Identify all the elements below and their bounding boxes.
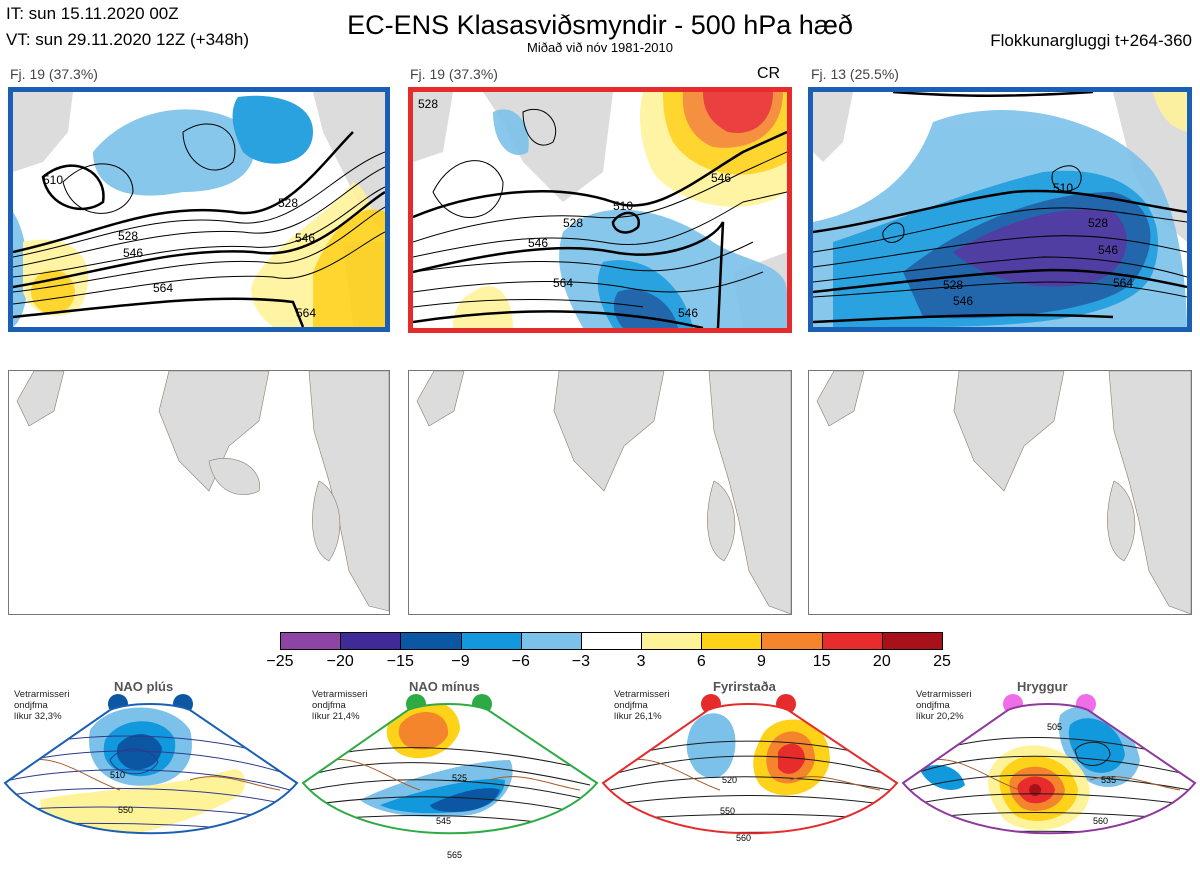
colorbar-tick: −25	[266, 653, 294, 670]
colorbar-swatch	[881, 632, 943, 650]
panel-2-tag: CR	[757, 65, 781, 82]
contour-label: 546	[528, 236, 548, 250]
contour-label: 564	[153, 281, 173, 295]
note-line: ondjfma	[14, 700, 48, 711]
note-line: ondjfma	[614, 700, 648, 711]
regime-contour: 525	[452, 773, 467, 783]
colorbar-swatch	[641, 632, 703, 650]
regime-title-nao-minus: NAO mínus	[409, 679, 480, 694]
cluster-map-1[interactable]: 510 528 546 564 528 546 564	[8, 87, 390, 332]
colorbar-tick: 25	[933, 653, 951, 670]
colorbar-swatch	[821, 632, 883, 650]
note-line: Vetrarmisseri	[312, 689, 368, 700]
contour-label: 528	[563, 216, 583, 230]
contour-label: 564	[296, 306, 316, 320]
colorbar-swatch	[520, 632, 582, 650]
contour-label: 564	[553, 276, 573, 290]
regime-contour: 505	[1047, 722, 1062, 732]
regime-title-blocking: Fyrirstaða	[713, 679, 776, 694]
contour-label: 510	[613, 199, 633, 213]
regime-contour: 560	[1093, 816, 1108, 826]
note-line: Vetrarmisseri	[916, 689, 972, 700]
colorbar-swatch	[460, 632, 522, 650]
regime-title-nao-plus: NAO plús	[114, 679, 174, 694]
colorbar-swatch	[580, 632, 643, 650]
colorbar-tick: −15	[386, 653, 414, 670]
colorbar-tick: −20	[326, 653, 354, 670]
colorbar-swatch	[701, 632, 763, 650]
regime-note-2: Vetrarmisseri ondjfma líkur 21,4%	[312, 689, 367, 722]
contour-label: 546	[1098, 243, 1118, 257]
note-line: Vetrarmisseri	[14, 689, 70, 700]
contour-label: 510	[43, 173, 63, 187]
contour-label: 546	[711, 171, 731, 185]
regime-note-1: Vetrarmisseri ondjfma líkur 32,3%	[14, 689, 69, 722]
colorbar-swatch	[761, 632, 823, 650]
regime-note-4: Vetrarmisseri ondjfma líkur 20,2%	[916, 689, 971, 722]
page-title: EC-ENS Klasasviðsmyndir - 500 hPa hæð	[347, 10, 853, 40]
note-line: ondjfma	[312, 700, 346, 711]
contour-label: 564	[1113, 276, 1133, 290]
colorbar-swatch	[280, 632, 342, 650]
contour-label: 528	[418, 97, 438, 111]
blank-map-3[interactable]	[808, 370, 1192, 615]
regime-contour: 535	[1101, 775, 1116, 785]
note-line: ondjfma	[916, 700, 950, 711]
panel-1-label: Fj. 19 (37.3%)	[10, 66, 98, 82]
blank-map-2[interactable]	[408, 370, 792, 615]
note-line: líkur 32,3%	[14, 711, 62, 722]
regime-contour: 565	[447, 850, 462, 860]
regime-contour: 550	[118, 805, 133, 815]
regime-contour: 545	[436, 816, 451, 826]
contour-label: 546	[953, 294, 973, 308]
colorbar-tick: −9	[451, 653, 470, 670]
contour-label: 528	[278, 196, 298, 210]
note-line: líkur 26,1%	[614, 711, 662, 722]
panel-3-label: Fj. 13 (25.5%)	[811, 66, 899, 82]
contour-label: 546	[295, 231, 315, 245]
blank-map-1[interactable]	[8, 370, 390, 615]
valid-time: VT: sun 29.11.2020 12Z (+348h)	[6, 30, 250, 49]
cluster-map-2[interactable]: 528 510 528 546 564 546 546	[408, 87, 792, 333]
cluster-map-3[interactable]: 510 528 546 564 546 528	[808, 87, 1192, 332]
colorbar-tick: 6	[696, 653, 706, 670]
note-line: Vetrarmisseri	[614, 689, 670, 700]
regime-title-ridge: Hryggur	[1017, 679, 1068, 694]
colorbar-swatch	[340, 632, 402, 650]
colorbar-tick: 15	[812, 653, 831, 670]
regime-contour: 510	[110, 770, 125, 780]
colorbar-tick: 20	[872, 653, 891, 670]
panel-2-label: Fj. 19 (37.3%)	[410, 66, 498, 82]
note-line: líkur 20,2%	[916, 711, 964, 722]
contour-label: 546	[123, 246, 143, 260]
regime-contour: 560	[736, 833, 751, 843]
colorbar-tick: 3	[636, 653, 646, 670]
cluster-window: Flokkunargluggi t+264-360	[990, 31, 1192, 50]
contour-label: 546	[678, 306, 698, 320]
colorbar-tick: 9	[757, 653, 766, 670]
regime-contour: 520	[722, 775, 737, 785]
contour-label: 528	[943, 278, 963, 292]
initial-time: IT: sun 15.11.2020 00Z	[6, 4, 179, 23]
contour-label: 528	[118, 229, 138, 243]
page-subtitle: Miðað við nóv 1981-2010	[527, 40, 673, 55]
colorbar-tick: −6	[511, 653, 530, 670]
note-line: líkur 21,4%	[312, 711, 360, 722]
colorbar-tick: −3	[571, 653, 591, 670]
contour-label: 510	[1053, 181, 1073, 195]
regime-contour: 550	[720, 806, 735, 816]
regime-maps: 510 550 525 545 565 520 550 560	[3, 703, 1197, 860]
contour-label: 528	[1088, 216, 1108, 230]
colorbar-swatch	[400, 632, 462, 650]
regime-note-3: Vetrarmisseri ondjfma líkur 26,1%	[614, 689, 669, 722]
